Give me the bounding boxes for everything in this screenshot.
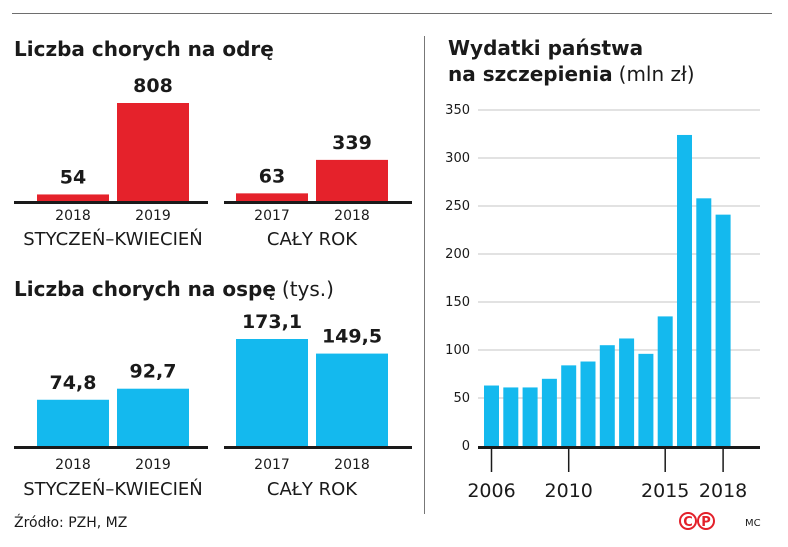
measles-value-label: 63: [259, 165, 285, 187]
measles-bar: [316, 159, 388, 201]
measles-category-label: 2018: [334, 208, 370, 224]
author-initials: MC: [745, 518, 761, 529]
spending-bar: [715, 214, 731, 446]
spending-x-tick-label: 2010: [545, 480, 593, 502]
chickenpox-chart: 74,8 2018 92,7 2019 STYCZEŃ–KWIECIEŃ 173,1 201…: [14, 311, 412, 500]
spending-bar: [619, 338, 635, 446]
spending-bar: [696, 198, 712, 446]
spending-y-tick-label: 300: [445, 151, 470, 166]
measles-category-label: 2019: [135, 208, 171, 224]
spending-bar: [657, 316, 673, 446]
measles-value-label: 808: [133, 75, 173, 97]
chickenpox-bar: [316, 353, 388, 446]
spending-y-tick-label: 50: [453, 391, 470, 406]
measles-bar: [236, 193, 308, 201]
chickenpox-value-label: 92,7: [130, 361, 177, 383]
spending-chart-title-line2: na szczepienia (mln zł): [448, 62, 695, 86]
spending-bar: [561, 365, 577, 446]
chickenpox-value-label: 149,5: [322, 326, 382, 348]
measles-value-label: 339: [332, 132, 372, 154]
logo-ring-p: [697, 512, 715, 530]
spending-bar: [503, 387, 519, 446]
source-note: Źródło: PZH, MZ: [14, 513, 127, 531]
panel-divider: [424, 36, 425, 514]
spending-y-tick-label: 200: [445, 247, 470, 262]
chickenpox-bar: [117, 388, 189, 446]
measles-bar: [117, 103, 189, 201]
measles-category-label: 2018: [55, 208, 91, 224]
logo: C P: [679, 512, 715, 530]
spending-chart: 0 50 100 150 200 250 300 350 2006 2010 2015 2018: [445, 103, 760, 502]
spending-bar: [580, 361, 596, 446]
measles-category-label: 2017: [254, 208, 290, 224]
chickenpox-value-label: 74,8: [50, 372, 97, 394]
chickenpox-category-label: 2018: [334, 457, 370, 473]
chickenpox-title-main: Liczba chorych na ospę: [14, 277, 276, 301]
spending-x-tick-label: 2018: [699, 480, 747, 502]
spending-y-tick-label: 0: [462, 439, 470, 454]
spending-bar: [677, 134, 692, 446]
spending-title-main: na szczepienia: [448, 62, 613, 86]
spending-bar: [599, 345, 615, 446]
chickenpox-title-unit: (tys.): [282, 277, 334, 301]
logo-ring-c: [679, 512, 697, 530]
spending-y-tick-label: 250: [445, 199, 470, 214]
chickenpox-category-label: 2018: [55, 457, 91, 473]
logo-letter-c: C: [683, 515, 693, 530]
chickenpox-category-label: 2017: [254, 457, 290, 473]
spending-title-unit: (mln zł): [619, 62, 695, 86]
spending-y-tick-label: 350: [445, 103, 470, 118]
measles-bar: [37, 194, 109, 201]
chickenpox-bar: [37, 399, 109, 446]
spending-bar: [638, 353, 654, 446]
spending-x-tick-label: 2015: [641, 480, 689, 502]
spending-y-tick-label: 100: [445, 343, 470, 358]
logo-letter-p: P: [701, 515, 711, 530]
measles-chart: 54 2018 808 2019 STYCZEŃ–KWIECIEŃ 63 2017 339 20…: [14, 75, 412, 250]
measles-group-label: STYCZEŃ–KWIECIEŃ: [23, 228, 203, 250]
chickenpox-value-label: 173,1: [242, 311, 302, 333]
measles-value-label: 54: [60, 166, 86, 188]
top-rule: [12, 13, 772, 14]
spending-bar: [484, 385, 499, 446]
chickenpox-group-label: STYCZEŃ–KWIECIEŃ: [23, 478, 203, 500]
measles-chart-title: Liczba chorych na odrę: [14, 37, 274, 61]
spending-chart-title-line1: Wydatki państwa: [448, 36, 643, 60]
chickenpox-category-label: 2019: [135, 457, 171, 473]
chickenpox-chart-title: Liczba chorych na ospę (tys.): [14, 277, 334, 301]
chickenpox-bar: [236, 339, 308, 446]
spending-x-tick-label: 2006: [467, 480, 515, 502]
spending-bar: [522, 387, 538, 446]
spending-bar: [541, 378, 557, 446]
measles-group-label: CAŁY ROK: [267, 229, 358, 250]
spending-y-tick-label: 150: [445, 295, 470, 310]
chickenpox-group-label: CAŁY ROK: [267, 479, 358, 500]
